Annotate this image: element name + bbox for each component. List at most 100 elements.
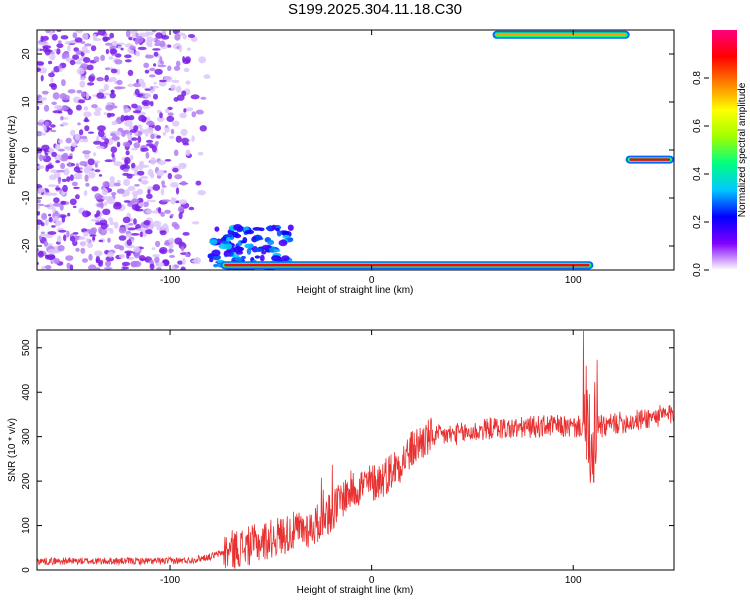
- heatmap-cell: [180, 266, 186, 270]
- heatmap-cell: [41, 212, 48, 221]
- heatmap-cell: [124, 189, 130, 197]
- heatmap-cell: [229, 251, 234, 256]
- heatmap-cell: [92, 33, 97, 40]
- heatmap-cell: [168, 243, 174, 249]
- heatmap-cell: [51, 192, 57, 196]
- heatmap-cell: [123, 200, 131, 203]
- heatmap-cell: [61, 122, 69, 126]
- heatmap-cell: [128, 115, 135, 121]
- heatmap-cell: [117, 86, 126, 90]
- heatmap-cell: [188, 206, 195, 211]
- heatmap-cell: [135, 32, 139, 38]
- heatmap-cell: [143, 62, 150, 68]
- heatmap-cell: [41, 144, 50, 151]
- heatmap-cell: [175, 187, 180, 195]
- heatmap-cell: [156, 169, 165, 177]
- heatmap-cell: [172, 167, 179, 173]
- heatmap-cell: [144, 69, 150, 74]
- heatmap-cell: [149, 199, 157, 203]
- heatmap-cell: [69, 59, 76, 66]
- heatmap-cell: [255, 234, 260, 242]
- heatmap-cell: [127, 69, 134, 76]
- heatmap-cell: [276, 230, 282, 237]
- heatmap-cell: [58, 229, 67, 233]
- heatmap-cell: [104, 201, 108, 207]
- heatmap-cell: [83, 163, 88, 168]
- heatmap-cell: [44, 48, 51, 56]
- heatmap-cell: [151, 30, 157, 33]
- heatmap-cell: [72, 232, 79, 235]
- heatmap-cell: [181, 246, 185, 252]
- heatmap-cell: [43, 104, 50, 112]
- heatmap-cell: [66, 230, 70, 238]
- heatmap-cell: [199, 125, 207, 132]
- heatmap-cell: [137, 124, 143, 129]
- heatmap-cell: [72, 205, 77, 209]
- heatmap-cell: [84, 117, 88, 122]
- heatmap-cell: [72, 32, 78, 39]
- heatmap-cell: [101, 188, 108, 196]
- heatmap-cell: [103, 84, 110, 91]
- heatmap-cell: [200, 96, 207, 100]
- heatmap-cell: [53, 49, 57, 52]
- heatmap-cell: [143, 220, 151, 226]
- heatmap-cell: [126, 239, 133, 246]
- heatmap-cell: [233, 224, 243, 231]
- heatmap-cell: [94, 250, 103, 257]
- heatmap-cell: [84, 174, 89, 182]
- heatmap-cell: [244, 243, 254, 249]
- colorbar-ticks: 0.0 0.2 0.4 0.6 0.8: [692, 71, 709, 277]
- heatmap-cell: [195, 109, 204, 115]
- heatmap-cell: [75, 194, 80, 200]
- y-tick-label: 0: [21, 567, 32, 573]
- heatmap-cell: [75, 30, 84, 34]
- heatmap-cell: [125, 224, 130, 229]
- heatmap-cell: [120, 114, 125, 122]
- snr-frame: [36, 329, 675, 571]
- heatmap-cell: [287, 224, 294, 231]
- heatmap-cell: [191, 111, 197, 118]
- heatmap-cell: [131, 233, 140, 236]
- heatmap-cell: [40, 233, 48, 237]
- heatmap-cell: [180, 180, 187, 186]
- heatmap-cell: [156, 135, 161, 139]
- heatmap-cell: [190, 94, 200, 100]
- heatmap-cell: [223, 243, 233, 250]
- heatmap-cell: [160, 188, 165, 196]
- heatmap-cell: [161, 180, 166, 186]
- heatmap-cell: [141, 106, 151, 109]
- heatmap-cell: [61, 105, 69, 111]
- heatmap-cell: [94, 164, 98, 168]
- heatmap-cell: [244, 229, 255, 235]
- heatmap-cell: [111, 152, 115, 158]
- heatmap-cell: [110, 146, 118, 153]
- heatmap-cell: [118, 254, 126, 259]
- heatmap-cell: [213, 263, 218, 268]
- y-tick-label: -20: [21, 238, 32, 253]
- heatmap-cell: [209, 258, 214, 263]
- heatmap-cell: [234, 233, 242, 239]
- heatmap-cell: [47, 184, 57, 188]
- heatmap-cell: [90, 73, 95, 77]
- heatmap-cell: [88, 264, 97, 270]
- heatmap-cell: [49, 53, 56, 61]
- heatmap-cell: [184, 252, 190, 258]
- heatmap-cell: [41, 35, 49, 41]
- heatmap-cell: [104, 159, 114, 163]
- colorbar: 0.0 0.2 0.4 0.6 0.8 Normalized spectral ampl…: [692, 30, 748, 277]
- heatmap-cell: [136, 188, 144, 195]
- snr-x-ticks: -100 0 100: [160, 330, 582, 586]
- heatmap-cell: [145, 139, 154, 143]
- heatmap-cell: [150, 133, 155, 140]
- heatmap-y-axis-label: Frequency (Hz): [7, 116, 18, 185]
- heatmap-cell: [116, 179, 121, 184]
- heatmap-cell: [170, 197, 176, 205]
- heatmap-cell: [122, 172, 130, 176]
- heatmap-cell: [107, 237, 111, 243]
- heatmap-cell: [121, 261, 131, 267]
- heatmap-cell: [170, 84, 176, 91]
- heatmap-cell: [185, 107, 194, 112]
- heatmap-cell: [62, 234, 67, 242]
- heatmap-cell: [150, 157, 157, 165]
- heatmap-cell: [69, 198, 77, 206]
